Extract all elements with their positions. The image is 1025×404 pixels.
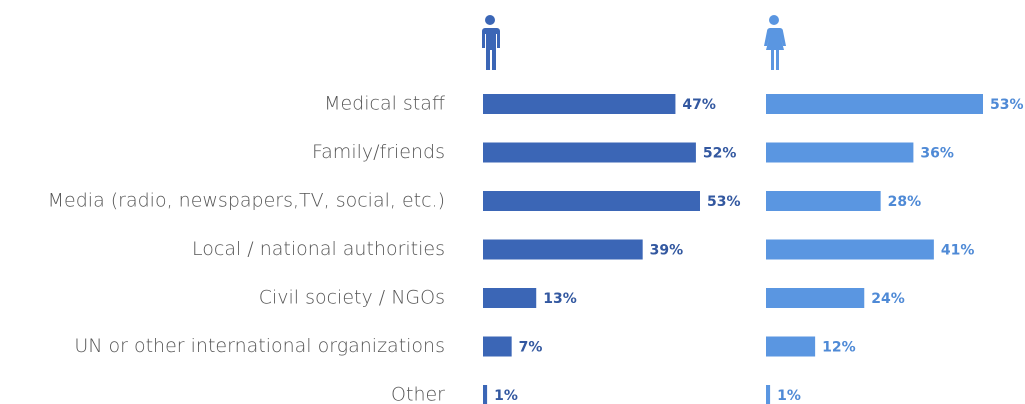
bar xyxy=(766,142,914,163)
category-label: Local / national authorities xyxy=(192,238,445,260)
bar xyxy=(766,336,816,357)
value-label: 53% xyxy=(990,97,1024,113)
bar xyxy=(766,191,881,211)
value-label: 53% xyxy=(707,194,741,210)
bar xyxy=(483,385,488,404)
category-label: Civil society / NGOs xyxy=(259,287,445,309)
value-label: 13% xyxy=(543,291,577,307)
bar xyxy=(766,94,983,114)
category-label: Family/friends xyxy=(312,141,445,163)
category-label: Media (radio, newspapers,TV, social, etc… xyxy=(48,190,445,212)
male-icon xyxy=(482,15,500,70)
value-label: 41% xyxy=(941,243,975,259)
bar xyxy=(766,385,771,404)
value-label: 47% xyxy=(682,97,716,113)
bar xyxy=(483,336,512,357)
value-label: 1% xyxy=(777,388,801,404)
category-label: UN or other international organizations xyxy=(74,335,445,357)
female-icon xyxy=(764,15,786,70)
value-label: 39% xyxy=(650,243,684,259)
bar xyxy=(483,191,700,211)
value-label: 52% xyxy=(703,146,737,162)
bar xyxy=(483,239,643,260)
value-label: 36% xyxy=(920,146,954,162)
bar xyxy=(766,288,865,308)
category-label: Medical staff xyxy=(324,93,445,115)
bar xyxy=(483,288,537,308)
category-label: Other xyxy=(391,384,445,404)
bar xyxy=(483,94,676,114)
value-label: 24% xyxy=(871,291,905,307)
bar xyxy=(483,142,696,163)
bar xyxy=(766,239,934,260)
value-label: 1% xyxy=(494,388,518,404)
value-label: 28% xyxy=(888,194,922,210)
value-label: 12% xyxy=(822,340,856,356)
value-label: 7% xyxy=(519,340,543,356)
